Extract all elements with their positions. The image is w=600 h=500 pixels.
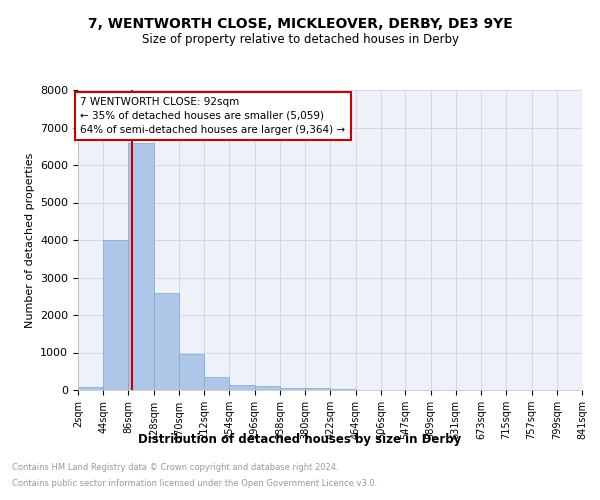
Bar — [128, 142, 154, 390]
Bar — [204, 377, 229, 390]
Bar — [179, 354, 204, 390]
Bar — [154, 292, 179, 390]
Y-axis label: Number of detached properties: Number of detached properties — [25, 152, 35, 328]
Text: 7, WENTWORTH CLOSE, MICKLEOVER, DERBY, DE3 9YE: 7, WENTWORTH CLOSE, MICKLEOVER, DERBY, D… — [88, 18, 512, 32]
Text: Size of property relative to detached houses in Derby: Size of property relative to detached ho… — [142, 32, 458, 46]
Bar — [103, 240, 128, 390]
Text: Contains HM Land Registry data © Crown copyright and database right 2024.: Contains HM Land Registry data © Crown c… — [12, 464, 338, 472]
Text: Contains public sector information licensed under the Open Government Licence v3: Contains public sector information licen… — [12, 478, 377, 488]
Bar — [280, 388, 305, 390]
Text: 7 WENTWORTH CLOSE: 92sqm
← 35% of detached houses are smaller (5,059)
64% of sem: 7 WENTWORTH CLOSE: 92sqm ← 35% of detach… — [80, 97, 346, 134]
Bar — [331, 389, 356, 390]
Bar — [78, 387, 103, 390]
Bar — [254, 386, 280, 390]
Bar — [229, 385, 254, 390]
Text: Distribution of detached houses by size in Derby: Distribution of detached houses by size … — [139, 432, 461, 446]
Bar — [305, 388, 331, 390]
